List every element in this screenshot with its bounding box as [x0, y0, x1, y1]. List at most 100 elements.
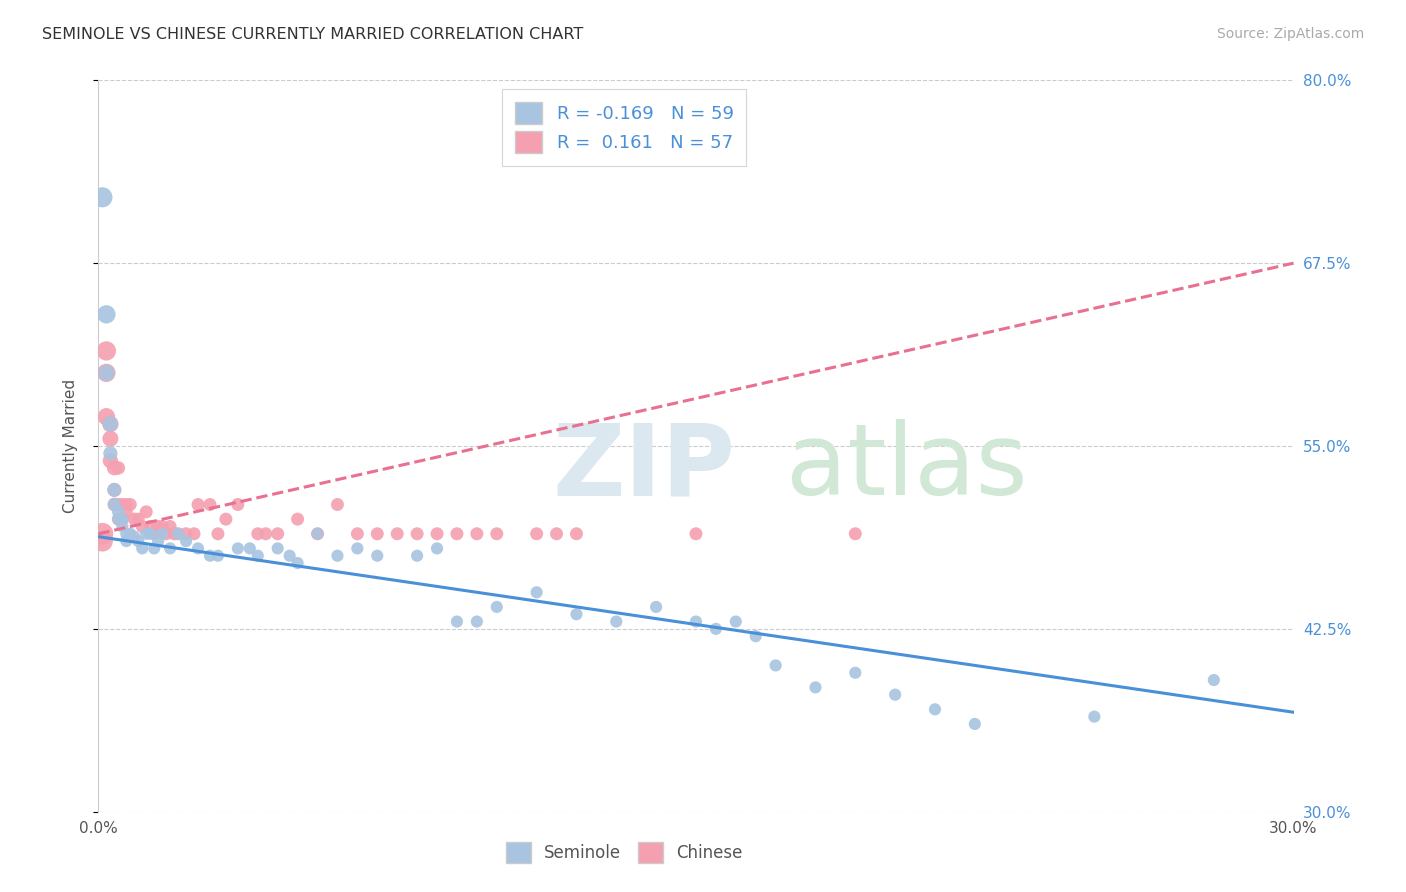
Point	[139, 526, 162, 541]
Point	[159, 519, 181, 533]
Point	[148, 519, 170, 533]
Point	[115, 526, 138, 541]
Point	[215, 512, 238, 526]
Point	[465, 615, 488, 629]
Point	[100, 417, 122, 431]
Point	[685, 526, 707, 541]
Point	[546, 526, 568, 541]
Point	[346, 526, 368, 541]
Point	[1083, 709, 1105, 723]
Point	[307, 526, 329, 541]
Text: ZIP: ZIP	[553, 419, 735, 516]
Point	[163, 526, 186, 541]
Point	[366, 549, 388, 563]
Point	[446, 526, 468, 541]
Point	[107, 498, 129, 512]
Point	[124, 530, 146, 544]
Point	[174, 534, 197, 549]
Point	[111, 512, 134, 526]
Point	[526, 585, 548, 599]
Y-axis label: Currently Married: Currently Married	[63, 379, 77, 513]
Point	[167, 526, 190, 541]
Point	[645, 599, 668, 614]
Point	[100, 432, 122, 446]
Point	[111, 498, 134, 512]
Point	[111, 519, 134, 533]
Text: Source: ZipAtlas.com: Source: ZipAtlas.com	[1216, 27, 1364, 41]
Point	[96, 409, 118, 424]
Point	[565, 526, 588, 541]
Point	[485, 526, 508, 541]
Point	[96, 366, 118, 380]
Point	[96, 343, 118, 358]
Point	[605, 615, 627, 629]
Point	[426, 541, 449, 556]
Point	[131, 541, 153, 556]
Text: atlas: atlas	[786, 419, 1028, 516]
Point	[183, 526, 205, 541]
Point	[226, 541, 249, 556]
Text: SEMINOLE VS CHINESE CURRENTLY MARRIED CORRELATION CHART: SEMINOLE VS CHINESE CURRENTLY MARRIED CO…	[42, 27, 583, 42]
Point	[143, 526, 166, 541]
Point	[91, 526, 114, 541]
Point	[346, 541, 368, 556]
Point	[745, 629, 768, 643]
Point	[103, 483, 125, 497]
Point	[366, 526, 388, 541]
Point	[207, 526, 229, 541]
Point	[326, 498, 349, 512]
Point	[159, 541, 181, 556]
Point	[287, 512, 309, 526]
Point	[143, 541, 166, 556]
Point	[246, 549, 269, 563]
Point	[107, 505, 129, 519]
Point	[685, 615, 707, 629]
Point	[103, 498, 125, 512]
Point	[103, 483, 125, 497]
Point	[111, 512, 134, 526]
Point	[115, 505, 138, 519]
Point	[446, 615, 468, 629]
Point	[704, 622, 727, 636]
Point	[254, 526, 277, 541]
Point	[239, 541, 262, 556]
Point	[804, 681, 827, 695]
Point	[267, 541, 290, 556]
Point	[844, 665, 866, 680]
Point	[100, 417, 122, 431]
Point	[174, 526, 197, 541]
Point	[526, 526, 548, 541]
Point	[148, 534, 170, 549]
Point	[963, 717, 986, 731]
Point	[91, 534, 114, 549]
Point	[207, 549, 229, 563]
Point	[326, 549, 349, 563]
Point	[307, 526, 329, 541]
Point	[107, 512, 129, 526]
Point	[844, 526, 866, 541]
Point	[278, 549, 301, 563]
Point	[924, 702, 946, 716]
Point	[287, 556, 309, 570]
Point	[465, 526, 488, 541]
Point	[115, 498, 138, 512]
Point	[406, 549, 429, 563]
Point	[246, 526, 269, 541]
Point	[100, 446, 122, 460]
Point	[91, 190, 114, 204]
Point	[150, 526, 173, 541]
Point	[565, 607, 588, 622]
Point	[884, 688, 907, 702]
Point	[96, 307, 118, 321]
Point	[107, 461, 129, 475]
Point	[406, 526, 429, 541]
Point	[765, 658, 787, 673]
Point	[485, 599, 508, 614]
Point	[426, 526, 449, 541]
Point	[155, 526, 177, 541]
Point	[103, 461, 125, 475]
Point	[139, 519, 162, 533]
Point	[135, 526, 157, 541]
Point	[198, 549, 221, 563]
Point	[1202, 673, 1225, 687]
